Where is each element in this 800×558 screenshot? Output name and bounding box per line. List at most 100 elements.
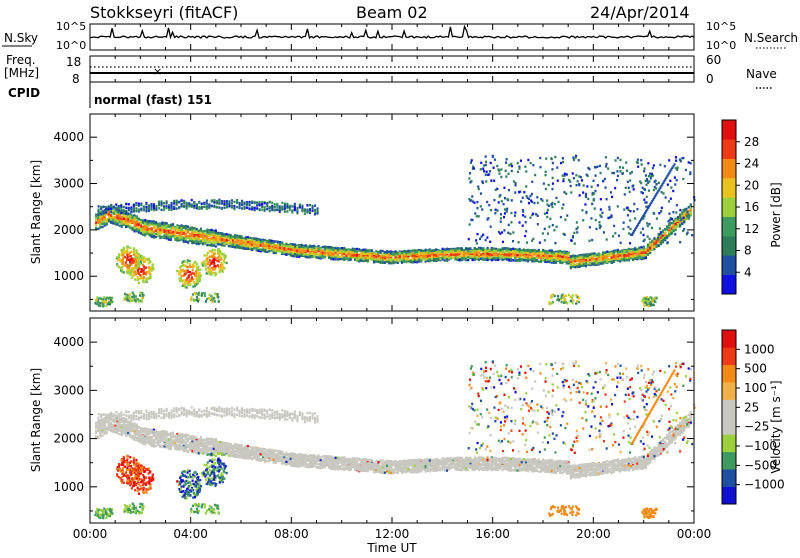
power-cell: [260, 244, 262, 246]
power-cell: [208, 234, 210, 236]
power-cell: [345, 249, 347, 251]
power-cell: [638, 255, 640, 257]
power-cell: [142, 221, 144, 223]
power-cell: [489, 256, 491, 258]
power-cell: [181, 203, 183, 205]
power-cell: [636, 250, 638, 252]
power-cell: [125, 211, 127, 213]
power-cell: [274, 206, 276, 208]
power-cell: [294, 253, 296, 255]
power-cell: [521, 258, 523, 260]
power-cell: [277, 244, 279, 246]
power-cell: [226, 235, 228, 237]
power-cell: [628, 259, 630, 261]
power-cell: [683, 214, 685, 216]
cpid-panel: CPID normal (fast) 151: [8, 82, 212, 108]
power-cell: [354, 259, 356, 261]
power-cell: [422, 250, 424, 252]
power-cell: [161, 227, 163, 229]
power-cell: [226, 239, 228, 241]
power-cell: [542, 252, 544, 254]
power-cell: [155, 208, 157, 210]
power-cell: [671, 232, 673, 234]
power-cell: [572, 255, 574, 257]
power-cell: [476, 248, 478, 250]
power-cell: [279, 208, 281, 210]
power-cell: [613, 256, 615, 258]
power-cell: [97, 221, 99, 223]
power-cell: [276, 203, 278, 205]
power-cell: [450, 253, 452, 255]
power-cell: [442, 250, 444, 252]
power-cell: [264, 207, 266, 209]
power-cell: [114, 221, 116, 223]
power-cell: [276, 209, 278, 211]
power-cell: [523, 255, 525, 257]
power-cell: [641, 256, 643, 258]
power-cell: [173, 206, 175, 208]
power-cell: [307, 247, 309, 249]
power-cell: [621, 255, 623, 257]
power-cell: [176, 203, 178, 205]
power-cell: [407, 258, 409, 260]
power-cell: [480, 247, 482, 249]
power-cell: [651, 243, 653, 245]
power-cell: [516, 259, 518, 261]
freq-tick-top: 18: [66, 55, 81, 69]
power-cell: [274, 203, 276, 205]
power-cell: [113, 206, 115, 208]
power-cell: [256, 248, 258, 250]
power-cell: [292, 243, 294, 245]
power-cell: [112, 216, 114, 218]
power-cell: [234, 246, 236, 248]
freq-label-1: Freq.: [6, 53, 36, 67]
power-cell: [123, 224, 125, 226]
power-cell: [341, 247, 343, 249]
power-cell: [171, 204, 173, 206]
power-cell: [125, 218, 127, 220]
power-cell: [679, 224, 681, 226]
power-cell: [594, 260, 596, 262]
power-cell: [245, 236, 247, 238]
power-cell: [172, 231, 174, 233]
power-cell: [264, 250, 266, 252]
power-cell: [128, 208, 130, 210]
power-cell: [525, 259, 527, 261]
power-cell: [645, 257, 647, 259]
power-cell: [615, 250, 617, 252]
power-cell: [206, 202, 208, 204]
power-cell: [330, 250, 332, 252]
power-cell: [312, 207, 314, 209]
date-title: 24/Apr/2014: [590, 3, 690, 22]
power-cell: [390, 259, 392, 261]
power-cell: [133, 273, 135, 275]
power-cell: [144, 228, 146, 230]
power-cell: [572, 262, 574, 264]
power-cell: [138, 218, 140, 220]
power-cell: [318, 257, 320, 259]
power-cell: [296, 207, 298, 209]
power-cell: [536, 250, 538, 252]
power-cell: [350, 253, 352, 255]
power-cell: [246, 207, 248, 209]
power-cell: [401, 254, 403, 256]
power-cell: [196, 228, 198, 230]
power-cell: [142, 231, 144, 233]
power-cell: [621, 259, 623, 261]
power-cell: [335, 249, 337, 251]
power-cell: [315, 253, 317, 255]
power-cell: [589, 262, 591, 264]
power-cell: [354, 254, 356, 256]
power-cell: [645, 254, 647, 256]
power-cell: [384, 257, 386, 259]
power-cell: [149, 234, 151, 236]
power-cell: [181, 199, 183, 201]
power-cell: [506, 253, 508, 255]
freq-marker: ×: [153, 65, 162, 78]
power-cell: [414, 257, 416, 259]
power-cell: [559, 253, 561, 255]
power-cell: [313, 249, 315, 251]
power-cell: [138, 203, 140, 205]
power-cell: [653, 237, 655, 239]
power-cell: [266, 244, 268, 246]
